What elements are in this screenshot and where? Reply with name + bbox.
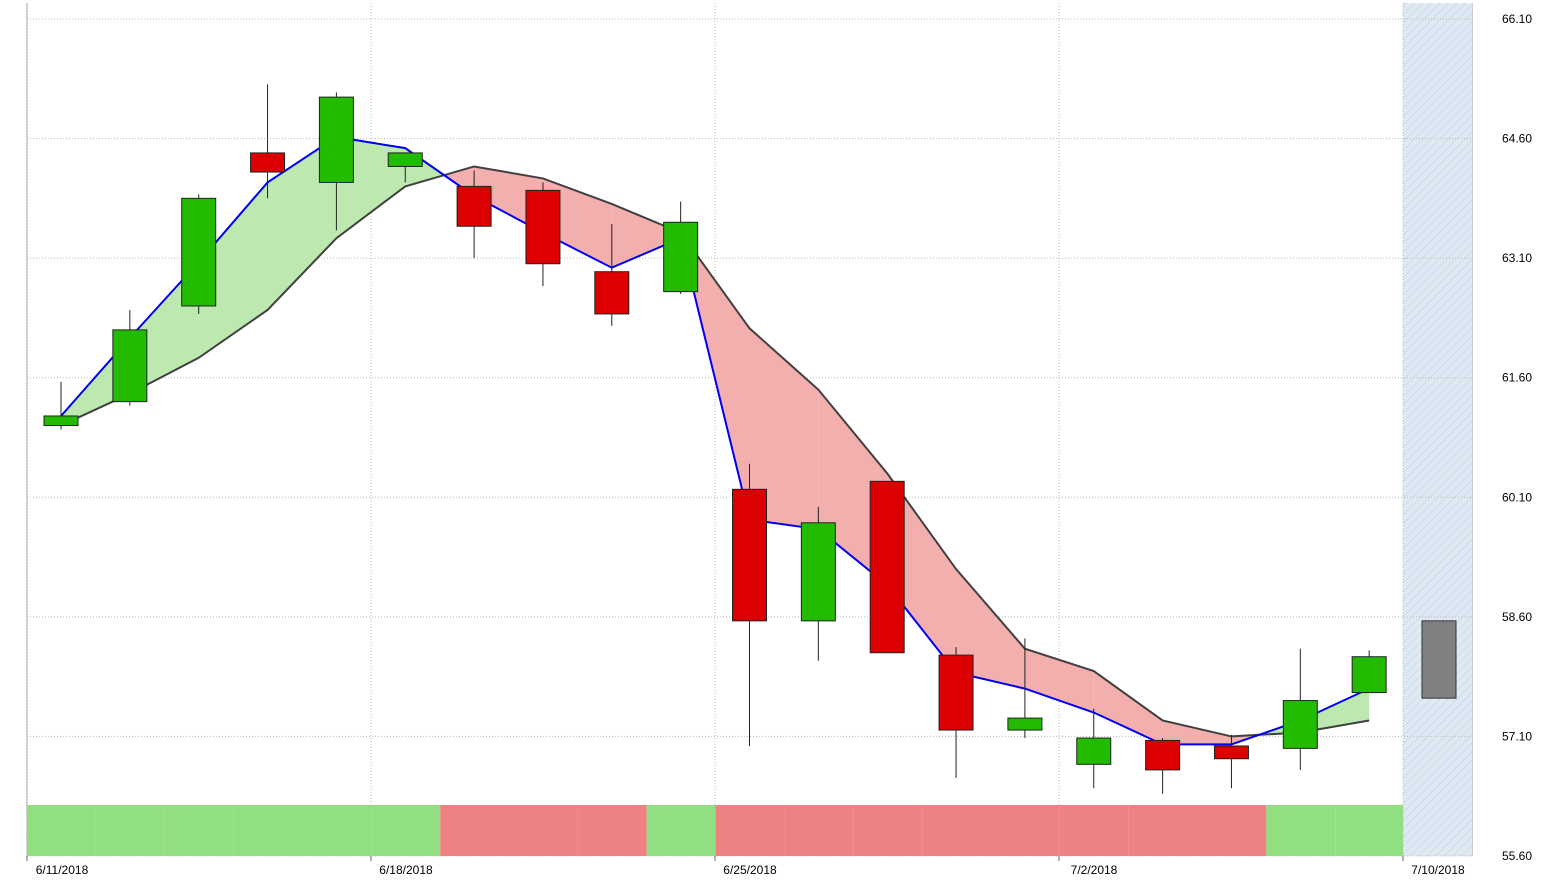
candle-body [387,152,423,167]
trend-band-segment [233,805,303,856]
trend-band-segment [1335,805,1403,856]
trend-fill [611,203,681,268]
candle [663,201,699,295]
trend-fill [749,328,819,530]
candle [732,463,767,746]
y-tick-label: 61.60 [1502,371,1532,385]
trend-band-segment [990,805,1060,856]
candle [1145,738,1181,794]
trend-fill [1162,720,1232,745]
candle [318,92,354,231]
candle [1007,638,1043,739]
trend-band-segment [715,805,785,856]
candle-body [1351,656,1387,694]
candle-body [869,480,905,654]
trend-band-segment [1128,805,1198,856]
candle-body [938,654,974,731]
y-tick-label: 63.10 [1502,251,1532,265]
candle-body [1213,745,1249,760]
candle [1351,650,1387,694]
candle [1282,648,1318,770]
candle [938,647,974,778]
trend-band-segment [577,805,647,856]
y-tick-label: 60.10 [1502,490,1532,504]
y-tick-label: 58.60 [1502,610,1532,624]
trend-band-segment [302,805,372,856]
trend-band-segment [853,805,923,856]
candle [1076,708,1112,789]
candle-body [1145,739,1181,771]
candle [1213,734,1249,789]
candle-body [250,152,286,173]
trend-band-segment [1197,805,1267,856]
candle [112,309,148,406]
candle [181,194,217,314]
candle [43,381,79,430]
trend-band-segment [509,805,578,856]
candle-body [112,329,148,403]
trend-fill [1024,648,1094,713]
trend-band-segment [164,805,234,856]
y-tick-label: 66.10 [1502,12,1532,26]
trend-band-segment [1266,805,1336,856]
trend-band-segment [27,805,96,856]
candle [387,152,423,183]
candle [800,506,836,661]
candle-body [318,96,354,183]
trend-fill [1093,671,1163,745]
trend-band-segment [95,805,165,856]
trend-fill [198,182,268,358]
candle [250,84,286,199]
y-tick-label: 64.60 [1502,132,1532,146]
candle-body [663,221,699,293]
candle-body [800,522,836,622]
candle-body [525,189,561,265]
y-tick-label: 55.60 [1502,849,1532,863]
x-tick-label: 6/25/2018 [723,863,777,877]
slow-moving-average-line [60,165,1370,738]
candle-body [1007,717,1043,731]
forecast-zone [1403,3,1472,856]
candle-body [594,271,630,315]
candle-body [43,415,79,427]
trend-band-segment [646,805,716,856]
candle-body [1282,700,1318,749]
trend-band-segment [440,805,510,856]
candle [869,480,905,654]
x-tick-label: 7/2/2018 [1071,863,1118,877]
candle-body [456,185,492,227]
trend-band-segment [371,805,441,856]
x-tick-label: 6/18/2018 [379,863,433,877]
trend-band-segment [1059,805,1129,856]
trend-band-segment [922,805,991,856]
fast-moving-average-line [60,135,1370,746]
candle [594,223,630,326]
candle-body [732,488,767,622]
y-tick-label: 57.10 [1502,729,1532,743]
x-tick-label: 7/10/2018 [1411,863,1465,877]
candle [525,182,561,287]
candle-body [181,197,217,307]
candle-body [1076,737,1112,765]
x-tick-label: 6/11/2018 [36,863,89,877]
pending-candle-body [1421,620,1457,699]
trend-band-segment [784,805,854,856]
candle [456,170,492,259]
